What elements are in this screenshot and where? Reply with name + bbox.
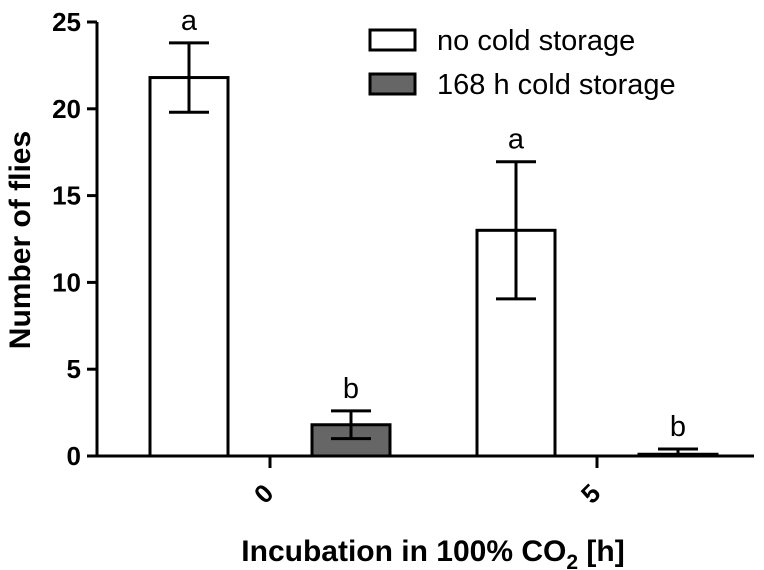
x-axis-title: Incubation in 100% CO2 [h] <box>241 535 624 570</box>
bar <box>148 76 230 458</box>
error-bars <box>169 41 698 456</box>
y-tick-label: 5 <box>67 354 81 384</box>
legend-label: no cold storage <box>437 25 635 57</box>
y-tick-label: 25 <box>52 7 81 37</box>
y-tick-label: 15 <box>52 181 81 211</box>
x-axis-title-main: Incubation in 100% CO <box>241 535 566 568</box>
significance-label: b <box>343 373 359 405</box>
significance-label: b <box>670 411 686 443</box>
y-axis-title: Number of flies <box>4 131 37 349</box>
legend-swatch <box>368 72 417 96</box>
legend-swatch <box>368 28 417 52</box>
x-tick-label: 5 <box>575 478 606 509</box>
y-tick-label: 20 <box>52 94 81 124</box>
bars <box>148 76 719 458</box>
legend-label: 168 h cold storage <box>437 69 676 101</box>
x-axis-title-subscript: 2 <box>566 551 578 570</box>
y-axis: 0 5 10 15 20 25 <box>52 7 99 471</box>
significance-labels: a a b b <box>181 5 686 443</box>
x-tick-label: 0 <box>248 478 279 509</box>
y-tick-label: 10 <box>52 267 81 297</box>
x-axis-title-suffix: [h] <box>578 535 625 568</box>
significance-label: a <box>508 124 525 156</box>
legend: no cold storage 168 h cold storage <box>368 25 676 101</box>
y-tick-label: 0 <box>67 441 81 471</box>
significance-label: a <box>181 5 198 37</box>
